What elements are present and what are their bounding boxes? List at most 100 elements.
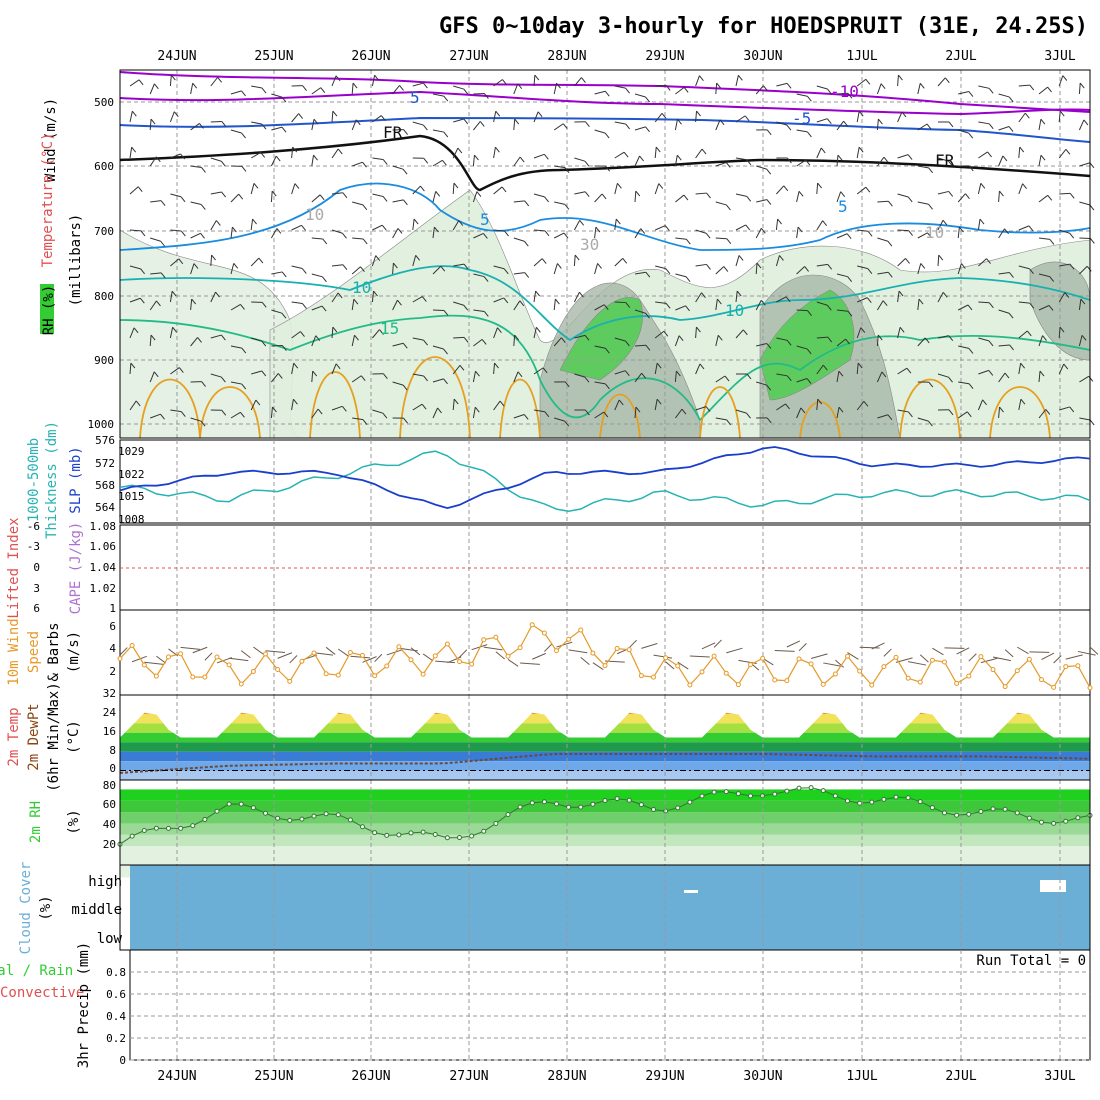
wind-barb-flag (924, 337, 930, 344)
wind-barb-flag (786, 124, 792, 131)
wind-barb-flag (353, 298, 359, 305)
wind-speed-point (711, 653, 717, 659)
wind-barb (856, 400, 865, 411)
wind-barb-flag (716, 82, 722, 89)
wind-barb (372, 224, 383, 231)
wind-speed-point (1039, 677, 1044, 683)
wind-barb (311, 335, 317, 347)
wind-barb-flag (261, 123, 267, 130)
wind-speed-point (796, 656, 802, 662)
wind-barb (594, 411, 605, 419)
surface-barb (119, 647, 128, 656)
wind-barb-flag (988, 370, 994, 376)
wind-barb-flag (281, 96, 287, 103)
wind-barb-flag (397, 299, 402, 306)
cloud-fill (130, 865, 1090, 950)
wind-barb-flag (160, 240, 166, 247)
wind-barb-flag (337, 292, 343, 299)
wind-barb-flag (658, 183, 664, 189)
wind-barb (230, 263, 235, 275)
wind-barb (372, 157, 384, 161)
wind-barb-flag (197, 337, 202, 343)
wind-barb-flag (786, 340, 792, 346)
wind-barb-flag (726, 419, 732, 426)
surface-barb (520, 662, 540, 665)
wind-speed-point (748, 662, 753, 668)
wind-barb (998, 272, 1010, 275)
wind-barb (311, 370, 314, 383)
wind-barb (917, 337, 926, 347)
wind-barbs-label: & Barbs (46, 622, 62, 681)
wind-barb (372, 409, 384, 414)
wind-barb-flag (838, 406, 844, 413)
wind-barb-flag (322, 276, 327, 283)
wind-barb (150, 237, 161, 242)
pressure-tick: 800 (94, 290, 114, 303)
surface-barb (859, 646, 880, 649)
wind-barb (715, 161, 727, 167)
wind-barb-flag (443, 310, 449, 316)
rh-point (808, 785, 814, 791)
wind-barb (614, 257, 624, 267)
rh-point (711, 789, 717, 795)
wind-barb-flag (1029, 268, 1034, 275)
wind-speed-point (347, 650, 353, 656)
wind-barb-flag (880, 83, 886, 89)
wind-barb (331, 192, 343, 195)
wind-barb (392, 199, 404, 203)
wind-barb (271, 271, 283, 275)
contour-label: 5 (838, 197, 848, 216)
wind-barb (311, 194, 321, 203)
surface-barb (289, 655, 298, 664)
wind-barb (1079, 417, 1091, 421)
pressure-axis: 500 600 700 800 900 1000 (88, 96, 115, 431)
wind-barb-flag (779, 255, 784, 261)
cloud-low: low (97, 931, 123, 947)
wind-barb (937, 335, 949, 339)
wind-barb-flag (564, 167, 570, 173)
wind-barb (533, 409, 545, 413)
wind-speed-point (723, 670, 729, 676)
wind-barb-flag (382, 196, 388, 202)
wind-barb-flag (403, 417, 408, 424)
wind-barb-flag (1004, 228, 1009, 235)
wind-barb-flag (787, 157, 792, 164)
wind-barb-flag (440, 265, 446, 272)
wind-barb (493, 327, 498, 339)
wind-barb (836, 273, 848, 278)
wind-speed-point (966, 673, 972, 679)
wind-barb-flag (742, 329, 748, 336)
wind-barb (190, 263, 195, 275)
wind-barb-flag (595, 226, 601, 233)
wind-barb (897, 229, 909, 232)
wind-barb-flag (199, 123, 204, 129)
surface-barb (701, 642, 716, 650)
wind-speed-point (905, 675, 911, 681)
wind-barb-flag (423, 375, 429, 382)
surface-barb (410, 647, 421, 656)
wind-barb-flag (766, 168, 772, 175)
wind-barb-flag (140, 268, 146, 275)
wind-barb-flag (901, 111, 907, 118)
wind-barb-flag (362, 238, 368, 245)
wind-barb (634, 309, 646, 314)
wind-barb-flag (557, 263, 562, 269)
wind-speed-point (396, 644, 402, 650)
contour-label: 10 (925, 223, 944, 242)
surface-barb (786, 640, 801, 648)
wind-barb (473, 232, 484, 239)
wind-barb (594, 263, 599, 275)
wind-barb (554, 417, 565, 422)
wind-barb (655, 265, 666, 270)
wind-barb-flag (215, 220, 221, 226)
wind-barb (291, 147, 294, 159)
contour-warm (499, 378, 541, 439)
wind-barb (230, 345, 242, 349)
wind-tick: 4 (109, 642, 116, 655)
wind-barb-flag (271, 190, 277, 197)
wind-barb-flag (1008, 96, 1014, 103)
rh-point (299, 816, 305, 822)
wind-barb (654, 399, 658, 411)
rh-label: RH (%) (41, 285, 57, 336)
rh-point (651, 807, 656, 813)
